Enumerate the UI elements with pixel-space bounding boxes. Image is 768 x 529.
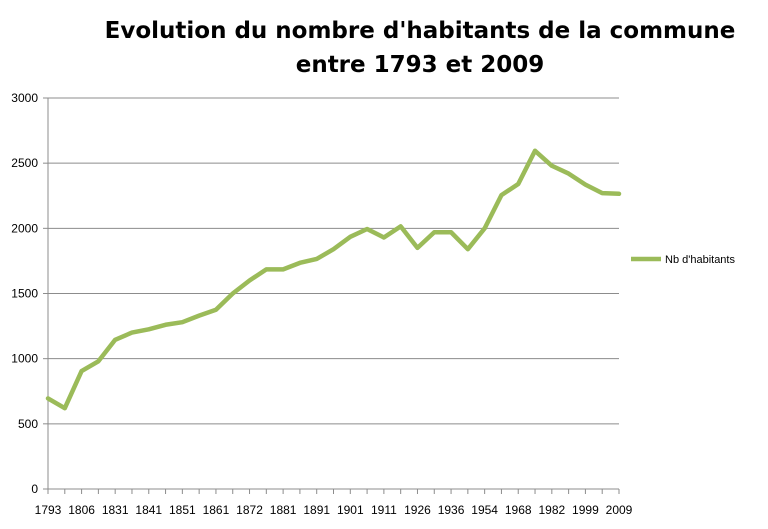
- x-tick-label-1806: 1806: [68, 503, 95, 517]
- data-point-1846: [163, 322, 168, 327]
- y-tick-label-1000: 1000: [11, 352, 38, 366]
- data-point-1793: [46, 396, 51, 401]
- data-point-1954: [482, 226, 487, 231]
- x-tick-label-1911: 1911: [371, 503, 397, 517]
- chart-title: Evolution du nombre d'habitants de la co…: [0, 14, 768, 82]
- data-point-1896: [331, 247, 336, 252]
- data-point-1999: [583, 182, 588, 187]
- chart-title-line-2: entre 1793 et 2009: [295, 52, 545, 78]
- data-point-1821: [96, 359, 101, 364]
- data-point-1851: [180, 320, 185, 325]
- data-point-1911: [381, 235, 386, 240]
- x-axis-tick-labels: 1793 1806 1831 1841 1851 1861 1872 1881 1891 1901…: [35, 503, 633, 517]
- legend-label: Nb d'habitants: [665, 254, 735, 266]
- gridlines: [48, 97, 619, 425]
- data-point-1891: [314, 256, 319, 261]
- x-tick-label-1881: 1881: [270, 503, 297, 517]
- data-point-1856: [197, 313, 202, 318]
- data-point-1806: [79, 369, 84, 374]
- data-point-1886: [297, 260, 302, 265]
- data-point-1866: [230, 291, 235, 296]
- x-tick-label-1861: 1861: [203, 503, 230, 517]
- data-point-1836: [129, 330, 134, 335]
- data-point-1968: [516, 182, 521, 187]
- x-tick-label-1793: 1793: [35, 503, 62, 517]
- series-layer: [45, 148, 622, 411]
- data-point-1872: [247, 278, 252, 283]
- x-tick-label-1841: 1841: [135, 503, 162, 517]
- data-point-1975: [533, 148, 538, 153]
- y-tick-label-500: 500: [18, 417, 38, 431]
- x-tick-label-1999: 1999: [572, 503, 599, 517]
- data-point-2006: [600, 191, 605, 196]
- axes: [43, 97, 620, 494]
- y-axis-tick-labels: 0 500 1000 1500 2000 2500 3000: [11, 91, 38, 496]
- y-tick-label-3000: 3000: [11, 91, 38, 105]
- data-point-1906: [365, 226, 370, 231]
- data-point-1936: [449, 230, 454, 235]
- x-tick-label-1926: 1926: [404, 503, 431, 517]
- x-tick-label-2009: 2009: [606, 503, 633, 517]
- data-point-1926: [415, 245, 420, 250]
- data-point-1876: [264, 267, 269, 272]
- data-point-2009: [617, 191, 622, 196]
- data-point-1841: [146, 327, 151, 332]
- x-tick-label-1982: 1982: [538, 503, 565, 517]
- data-point-1831: [113, 337, 118, 342]
- x-tick-label-1891: 1891: [303, 503, 330, 517]
- series-line-nb-habitants: [45, 148, 622, 411]
- y-tick-label-0: 0: [31, 482, 38, 496]
- data-point-1990: [566, 171, 571, 176]
- y-tick-label-2000: 2000: [11, 221, 38, 235]
- data-point-1901: [348, 234, 353, 239]
- x-tick-label-1968: 1968: [505, 503, 532, 517]
- x-tick-label-1851: 1851: [169, 503, 196, 517]
- x-tick-label-1872: 1872: [236, 503, 263, 517]
- x-tick-label-1936: 1936: [438, 503, 465, 517]
- data-point-1800: [62, 406, 67, 411]
- data-point-1946: [465, 247, 470, 252]
- data-point-1962: [499, 193, 504, 198]
- y-tick-label-2500: 2500: [11, 156, 38, 170]
- x-tick-label-1831: 1831: [102, 503, 129, 517]
- data-point-1931: [432, 230, 437, 235]
- data-point-1982: [549, 163, 554, 168]
- data-point-1881: [281, 267, 286, 272]
- chart-title-line-1: Evolution du nombre d'habitants de la co…: [104, 18, 736, 44]
- x-tick-label-1901: 1901: [337, 503, 364, 517]
- x-tick-label-1954: 1954: [471, 503, 498, 517]
- data-point-1921: [398, 224, 403, 229]
- y-tick-label-1500: 1500: [11, 287, 38, 301]
- legend: Nb d'habitants: [631, 254, 735, 266]
- data-point-1861: [213, 307, 218, 312]
